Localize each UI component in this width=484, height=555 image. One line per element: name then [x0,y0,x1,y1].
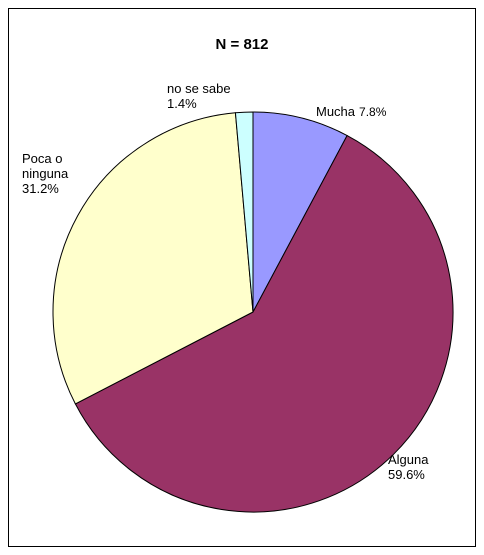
pie-slice [234,111,254,313]
category-label: Mucha [316,104,356,119]
pie-slice [74,134,454,513]
chart-title: N = 812 [215,36,269,53]
pie-slice [52,112,254,405]
slice-label: Alguna 59.6% [388,452,458,482]
slice-label: Mucha 7.8% [316,104,436,120]
category-label: Poca o ninguna [22,151,69,181]
value-label: 59.6% [388,467,425,482]
value-label: 7.8% [359,105,387,119]
slice-label: Poca o ninguna 31.2% [22,151,82,196]
pie-slice [252,111,348,313]
slice-label: no se sabe 1.4% [167,81,257,111]
value-label: 1.4% [167,96,197,111]
category-label: no se sabe [167,81,231,96]
value-label: 31.2% [22,181,59,196]
category-label: Alguna [388,452,429,467]
